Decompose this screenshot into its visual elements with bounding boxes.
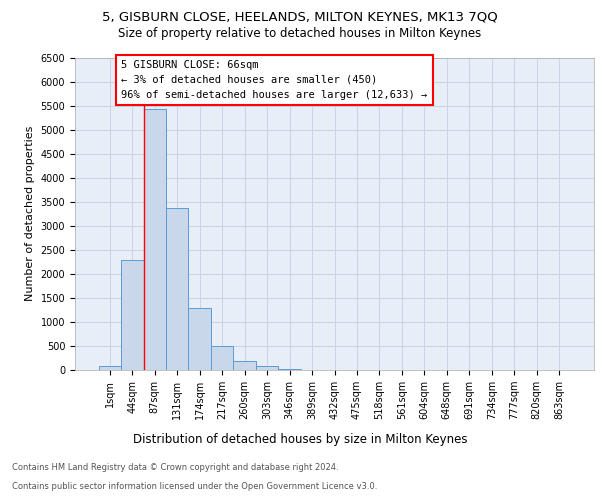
Bar — [143, 109, 166, 370]
Bar — [166, 208, 188, 370]
Bar — [121, 260, 143, 370]
Text: Contains HM Land Registry data © Crown copyright and database right 2024.: Contains HM Land Registry data © Crown c… — [12, 464, 338, 472]
Y-axis label: Number of detached properties: Number of detached properties — [25, 126, 35, 302]
Text: Size of property relative to detached houses in Milton Keynes: Size of property relative to detached ho… — [118, 28, 482, 40]
Text: Contains public sector information licensed under the Open Government Licence v3: Contains public sector information licen… — [12, 482, 377, 491]
Bar — [278, 368, 301, 370]
Text: 5 GISBURN CLOSE: 66sqm
← 3% of detached houses are smaller (450)
96% of semi-det: 5 GISBURN CLOSE: 66sqm ← 3% of detached … — [121, 60, 427, 100]
Bar — [233, 360, 256, 370]
Text: 5, GISBURN CLOSE, HEELANDS, MILTON KEYNES, MK13 7QQ: 5, GISBURN CLOSE, HEELANDS, MILTON KEYNE… — [102, 11, 498, 24]
Bar — [256, 366, 278, 370]
Bar — [188, 308, 211, 370]
Bar — [211, 346, 233, 370]
Text: Distribution of detached houses by size in Milton Keynes: Distribution of detached houses by size … — [133, 432, 467, 446]
Bar — [98, 366, 121, 370]
